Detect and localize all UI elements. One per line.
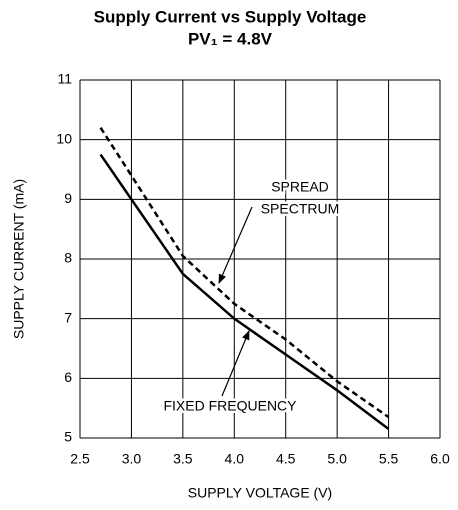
x-axis-label: SUPPLY VOLTAGE (V)	[188, 485, 332, 501]
data-line	[99, 127, 390, 419]
x-tick-label: 5.0	[327, 451, 347, 467]
annotation-arrow	[218, 206, 253, 284]
annotation: FIXED FREQUENCY	[163, 398, 297, 414]
x-tick-label: 3.5	[173, 451, 193, 467]
x-tick-label: 2.5	[70, 451, 90, 467]
y-tick-label: 5	[64, 429, 72, 445]
x-tick-label: 3.0	[122, 451, 142, 467]
annotation: SPREAD	[271, 179, 329, 195]
y-axis-label: SUPPLY CURRENT (mA)	[11, 179, 27, 339]
x-tick-label: 6.0	[430, 451, 450, 467]
y-tick-label: 9	[64, 190, 72, 206]
data-line	[99, 153, 390, 430]
chart-subtitle: PV₁ = 4.8V	[188, 29, 273, 48]
y-tick-label: 6	[64, 369, 72, 385]
x-tick-label: 4.0	[225, 451, 245, 467]
y-tick-label: 7	[64, 309, 72, 325]
chart-title: Supply Current vs Supply Voltage	[94, 7, 367, 26]
annotation-arrow	[221, 330, 250, 397]
x-tick-label: 4.5	[276, 451, 296, 467]
y-tick-label: 11	[57, 71, 72, 87]
y-tick-label: 10	[56, 130, 72, 146]
annotation: SPECTRUM	[261, 201, 340, 217]
y-tick-label: 8	[64, 250, 72, 266]
x-tick-label: 5.5	[379, 451, 399, 467]
